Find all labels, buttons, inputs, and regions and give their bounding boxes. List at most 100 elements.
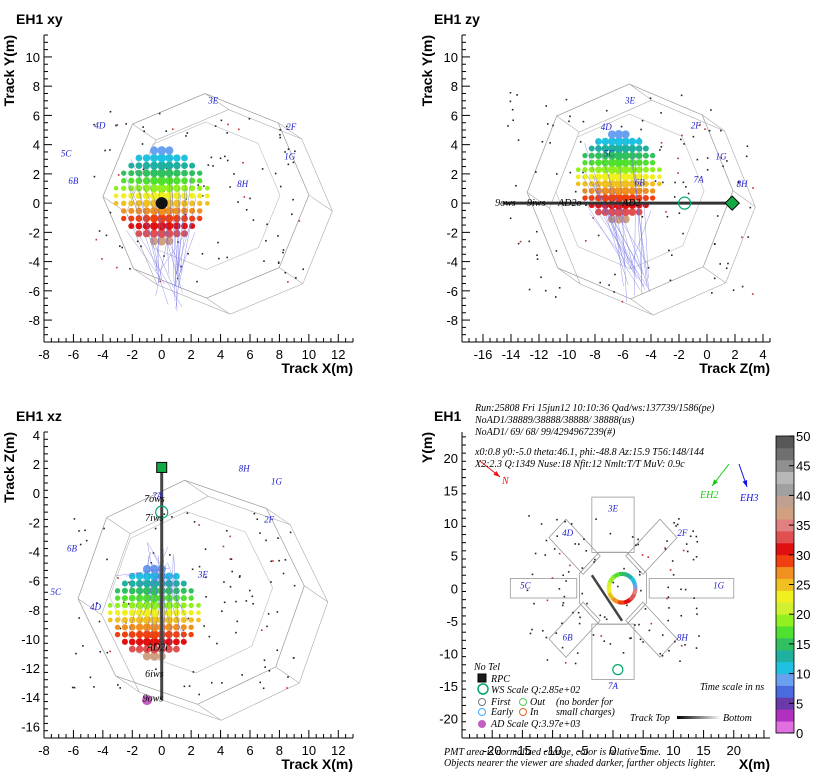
pmt-hit-point — [193, 671, 195, 673]
pmt-hit — [165, 207, 173, 215]
track-gradient-bar — [677, 716, 721, 719]
pmt-hit — [622, 208, 630, 216]
colorbar-segment — [776, 531, 794, 543]
colorbar-tick-label: 40 — [796, 488, 810, 503]
pmt-hit-point — [532, 574, 534, 576]
pmt-hit-point — [613, 291, 615, 293]
pmt-hit-point — [684, 644, 686, 646]
pmt-hit — [188, 632, 193, 637]
pmt-hit-point — [575, 663, 577, 665]
footnote-line1: PMT area is normalized charge, color is … — [443, 747, 661, 758]
pmt-hit — [595, 173, 602, 180]
pmt-hit — [122, 595, 128, 601]
ad-scale-swatch — [478, 720, 486, 728]
legend-small-charges: small charges) — [556, 707, 615, 718]
pmt-hit — [188, 588, 193, 593]
pmt-hit-point — [285, 272, 287, 274]
y-tick-label: -8 — [28, 313, 40, 328]
pmt-hit — [129, 646, 136, 653]
pmt-hit-point — [518, 139, 520, 141]
pmt-hit-point — [547, 659, 549, 661]
pmt-hit — [197, 216, 202, 221]
pmt-hit-point — [693, 597, 695, 599]
colorbar-tick-label: 45 — [796, 459, 810, 474]
pmt-hit-point — [719, 263, 721, 265]
pmt-hit-point — [678, 518, 680, 520]
pmt-hit — [150, 184, 158, 192]
pmt-hit — [657, 167, 662, 172]
pmt-hit — [129, 595, 136, 602]
detector-label: 9ows — [495, 198, 516, 209]
pmt-hit — [629, 138, 636, 145]
pmt-hit-point — [660, 112, 662, 114]
pmt-hit-point — [78, 617, 80, 619]
pmt-hit-point — [224, 602, 226, 604]
rpc-zone-label: 1G — [716, 151, 728, 161]
pmt-hit — [595, 166, 602, 173]
y-tick-label: -6 — [28, 574, 40, 589]
pmt-hit — [173, 192, 180, 199]
colorbar-segment — [776, 662, 794, 674]
pmt-hit-point — [187, 253, 189, 255]
pmt-hit-point — [651, 623, 653, 625]
pmt-hit — [582, 153, 587, 158]
legend-early: Early — [490, 707, 514, 718]
pmt-hit-point — [237, 201, 239, 203]
pmt-hit — [181, 200, 188, 207]
pmt-hit-point — [639, 574, 641, 576]
pmt-hit-point — [249, 198, 251, 200]
pmt-hit-point — [659, 149, 661, 151]
colorbar-segment — [776, 507, 794, 519]
pmt-hit — [157, 176, 166, 185]
rpc-zone-label: 1G — [284, 151, 296, 161]
pmt-hit-point — [685, 186, 687, 188]
rpc-zone-label: 5C — [604, 148, 616, 158]
colorbar-segment — [776, 543, 794, 555]
pmt-hit — [143, 154, 150, 161]
pmt-hit-point — [565, 662, 567, 664]
pool-outline-far — [102, 496, 328, 720]
pmt-hit — [181, 177, 188, 184]
pmt-hit-point — [277, 235, 279, 237]
x-tick-label: 2 — [188, 347, 195, 362]
pmt-hit — [650, 174, 655, 179]
pmt-hit-point — [637, 539, 639, 541]
y-tick-label: 10 — [26, 50, 40, 65]
pmt-hit-point — [293, 162, 295, 164]
pmt-hit-point — [727, 263, 729, 265]
pmt-hit-point — [671, 254, 673, 256]
detector-label: 7ows — [144, 494, 165, 505]
pmt-hit — [115, 595, 120, 600]
x-tick-label: 4 — [217, 347, 224, 362]
pmt-hit-point — [185, 135, 187, 137]
x-tick-label: -8 — [589, 347, 601, 362]
pmt-hit-point — [516, 94, 518, 96]
y-tick-label: 5 — [451, 549, 458, 564]
pmt-hit — [197, 208, 202, 213]
pmt-hit-point — [666, 598, 668, 600]
pmt-hit-point — [159, 113, 161, 115]
pmt-hit-point — [668, 596, 670, 598]
pmt-hit-point — [606, 618, 608, 620]
pmt-hit-point — [622, 301, 624, 303]
pmt-hit — [197, 193, 202, 198]
pmt-hit-point — [103, 528, 105, 530]
pmt-hit-point — [714, 278, 716, 280]
pmt-hit-point — [733, 289, 735, 291]
pmt-hit — [114, 193, 119, 198]
pmt-hit-point — [670, 569, 672, 571]
pmt-hit-point — [637, 544, 639, 546]
pmt-hit-point — [279, 129, 281, 131]
pmt-hit — [122, 610, 128, 616]
pmt-hit — [136, 170, 143, 177]
pmt-hit — [657, 182, 662, 187]
pmt-hit-point — [74, 687, 76, 689]
track-center — [156, 197, 168, 209]
pmt-hit-point — [626, 605, 628, 607]
pmt-hit-point — [269, 670, 271, 672]
pmt-hit-point — [283, 249, 285, 251]
pmt-hit-point — [227, 160, 229, 162]
